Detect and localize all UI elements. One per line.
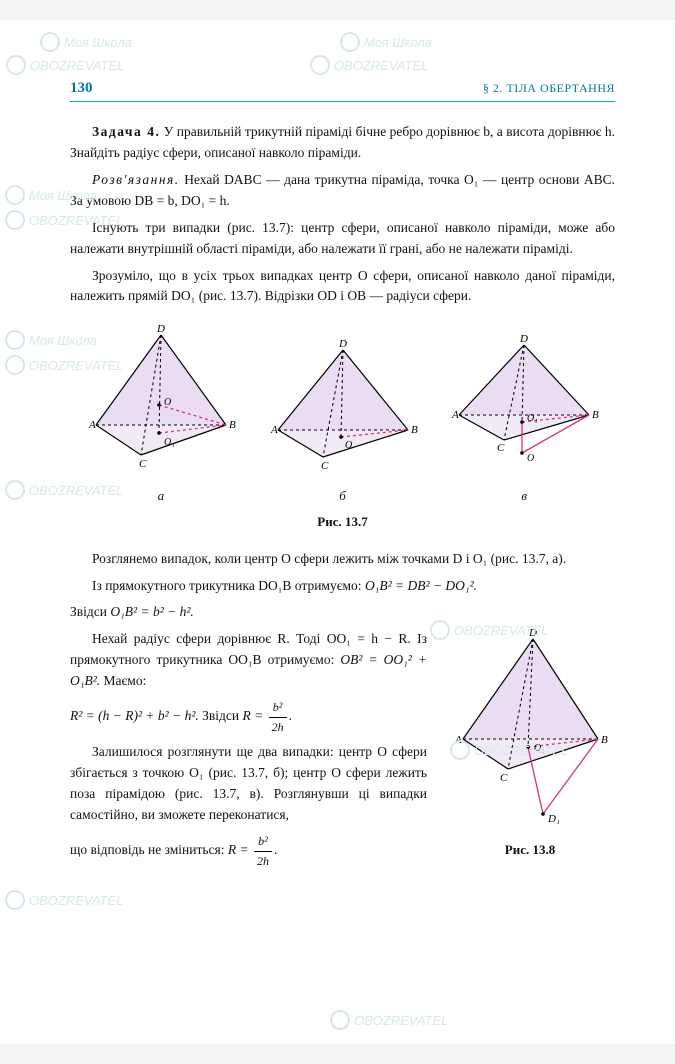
textbook-page: Моя Школа Моя Школа OBOZREVATEL OBOZREVA… bbox=[0, 20, 675, 1044]
frac-R2: b² 2h bbox=[254, 832, 272, 870]
figure-13-7-sublabels: а б в bbox=[70, 486, 615, 506]
svg-text:O₁: O₁ bbox=[527, 413, 538, 424]
solution-p3: Зрозуміло, що в усіх трьох випадках цент… bbox=[70, 266, 615, 308]
solution-p2: Існують три випадки (рис. 13.7): центр с… bbox=[70, 218, 615, 260]
eq-R2-label: R = bbox=[228, 842, 252, 857]
eq-R-label: R = bbox=[242, 708, 266, 723]
svg-text:B: B bbox=[592, 409, 599, 421]
figure-13-7-c: D A B C O₁ O bbox=[433, 325, 615, 482]
watermark: OBOZREVATEL bbox=[5, 890, 123, 910]
fig-label-a: а bbox=[70, 486, 252, 506]
svg-text:C: C bbox=[497, 442, 505, 454]
eq-o1b2-val: O₁B² = b² − h². bbox=[110, 604, 193, 619]
figure-13-8: D A B C O₁ D₁ Рис. 13.8 bbox=[445, 629, 615, 860]
eq-r2: R² = (h − R)² + b² − h². bbox=[70, 708, 199, 723]
svg-text:B: B bbox=[229, 419, 236, 431]
svg-text:C: C bbox=[139, 458, 147, 470]
solution-label: Розв'язання. bbox=[92, 172, 180, 187]
page-header: 130 § 2. ТІЛА ОБЕРТАННЯ bbox=[70, 80, 615, 102]
figure-13-7-a: D A B C O O₁ bbox=[70, 325, 252, 482]
problem-label: Задача 4. bbox=[92, 124, 160, 139]
svg-text:A: A bbox=[454, 734, 462, 746]
para-6c: Звідси bbox=[202, 708, 242, 723]
watermark: Моя Школа bbox=[340, 32, 432, 52]
svg-text:C: C bbox=[321, 460, 329, 472]
svg-text:O: O bbox=[527, 453, 534, 464]
svg-text:B: B bbox=[601, 734, 608, 746]
svg-text:D: D bbox=[156, 325, 165, 335]
svg-text:O₁: O₁ bbox=[534, 743, 545, 754]
para-6b: Маємо: bbox=[104, 673, 147, 688]
svg-text:O₁: O₁ bbox=[164, 437, 175, 448]
eq-o1b2: O₁B² = DB² − DO₁². bbox=[365, 578, 477, 593]
page-number: 130 bbox=[70, 80, 93, 97]
figure-13-8-caption: Рис. 13.8 bbox=[445, 840, 615, 860]
figure-13-7-row: D A B C O O₁ bbox=[70, 325, 615, 482]
para-5b: Звідси bbox=[70, 604, 110, 619]
frac-R: b² 2h bbox=[269, 698, 287, 736]
svg-text:A: A bbox=[451, 409, 459, 421]
svg-text:D: D bbox=[338, 338, 347, 350]
para-5a: Із прямокутного трикутника DO₁B отримуєм… bbox=[92, 578, 365, 593]
svg-text:C: C bbox=[500, 772, 508, 784]
body-text: Задача 4. У правильній трикутній пірамід… bbox=[70, 122, 615, 876]
watermark: OBOZREVATEL bbox=[310, 55, 428, 75]
svg-text:D: D bbox=[528, 629, 537, 639]
svg-text:O: O bbox=[164, 397, 171, 408]
svg-text:D: D bbox=[519, 333, 528, 345]
fig-label-c: в bbox=[433, 486, 615, 506]
svg-text:O: O bbox=[345, 440, 352, 451]
svg-text:B: B bbox=[411, 424, 418, 436]
svg-text:A: A bbox=[88, 419, 96, 431]
fig-label-b: б bbox=[252, 486, 434, 506]
para-8a: що відповідь не зміниться: bbox=[70, 842, 228, 857]
watermark: Моя Школа bbox=[40, 32, 132, 52]
para-7: Залишилося розглянути ще два випадки: це… bbox=[70, 742, 427, 826]
para-4: Розглянемо випадок, коли центр O сфери л… bbox=[70, 549, 615, 570]
figure-13-7-b: D A B C O bbox=[252, 325, 434, 482]
watermark: OBOZREVATEL bbox=[6, 55, 124, 75]
svg-text:A: A bbox=[270, 424, 278, 436]
watermark: OBOZREVATEL bbox=[330, 1010, 448, 1030]
figure-13-7-caption: Рис. 13.7 bbox=[70, 512, 615, 532]
svg-text:D₁: D₁ bbox=[547, 813, 560, 825]
section-title: § 2. ТІЛА ОБЕРТАННЯ bbox=[483, 81, 615, 96]
